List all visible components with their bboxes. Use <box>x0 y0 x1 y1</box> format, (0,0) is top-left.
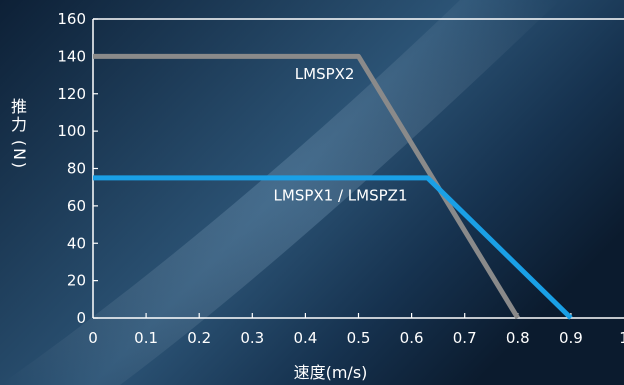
y-tick-label: 120 <box>57 85 86 103</box>
y-tick-label: 100 <box>57 122 86 140</box>
chart-series <box>93 53 573 320</box>
y-tick-label: 140 <box>57 47 86 65</box>
y-axis-title-char: ) <box>10 162 29 168</box>
series-labels: LMSPX2 LMSPX1 / LMSPZ1 <box>274 65 408 204</box>
y-tick-label: 60 <box>67 197 86 215</box>
x-tick-label: 0.1 <box>134 329 158 347</box>
y-tick-label: 20 <box>67 272 86 290</box>
y-axis-title-char: N <box>10 148 29 160</box>
series-label: LMSPX1 / LMSPZ1 <box>274 186 408 204</box>
x-axis-ticks: 0 0.1 0.2 0.3 0.4 0.5 0.6 0.7 0.8 0.9 1 <box>88 313 624 347</box>
chart-axes <box>92 18 624 319</box>
x-tick-label: 1 <box>619 329 624 347</box>
x-tick-label: 0.9 <box>559 329 583 347</box>
x-tick-label: 0.8 <box>506 329 530 347</box>
y-tick-label: 0 <box>76 309 86 327</box>
y-axis-title-char: 力 <box>11 115 27 134</box>
y-tick-label: 160 <box>57 10 86 28</box>
x-tick-label: 0 <box>88 329 98 347</box>
x-tick-label: 0.4 <box>293 329 317 347</box>
y-tick-label: 80 <box>67 160 86 178</box>
series-line <box>93 175 573 320</box>
x-tick-label: 0.5 <box>347 329 371 347</box>
x-axis-title: 速度(m/s) <box>294 363 368 382</box>
x-tick-label: 0.2 <box>187 329 211 347</box>
y-axis-title-char: 推 <box>11 97 27 116</box>
series-label: LMSPX2 <box>295 65 355 83</box>
x-tick-label: 0.7 <box>453 329 477 347</box>
series-line <box>93 53 520 320</box>
y-tick-label: 40 <box>67 234 86 252</box>
y-axis-title-char: ( <box>10 140 29 146</box>
y-axis-title: 推力 ( N) <box>10 97 29 168</box>
y-axis-ticks: 0 20 40 60 80 100 120 140 160 <box>57 10 98 327</box>
x-tick-label: 0.3 <box>240 329 264 347</box>
x-tick-label: 0.6 <box>400 329 424 347</box>
